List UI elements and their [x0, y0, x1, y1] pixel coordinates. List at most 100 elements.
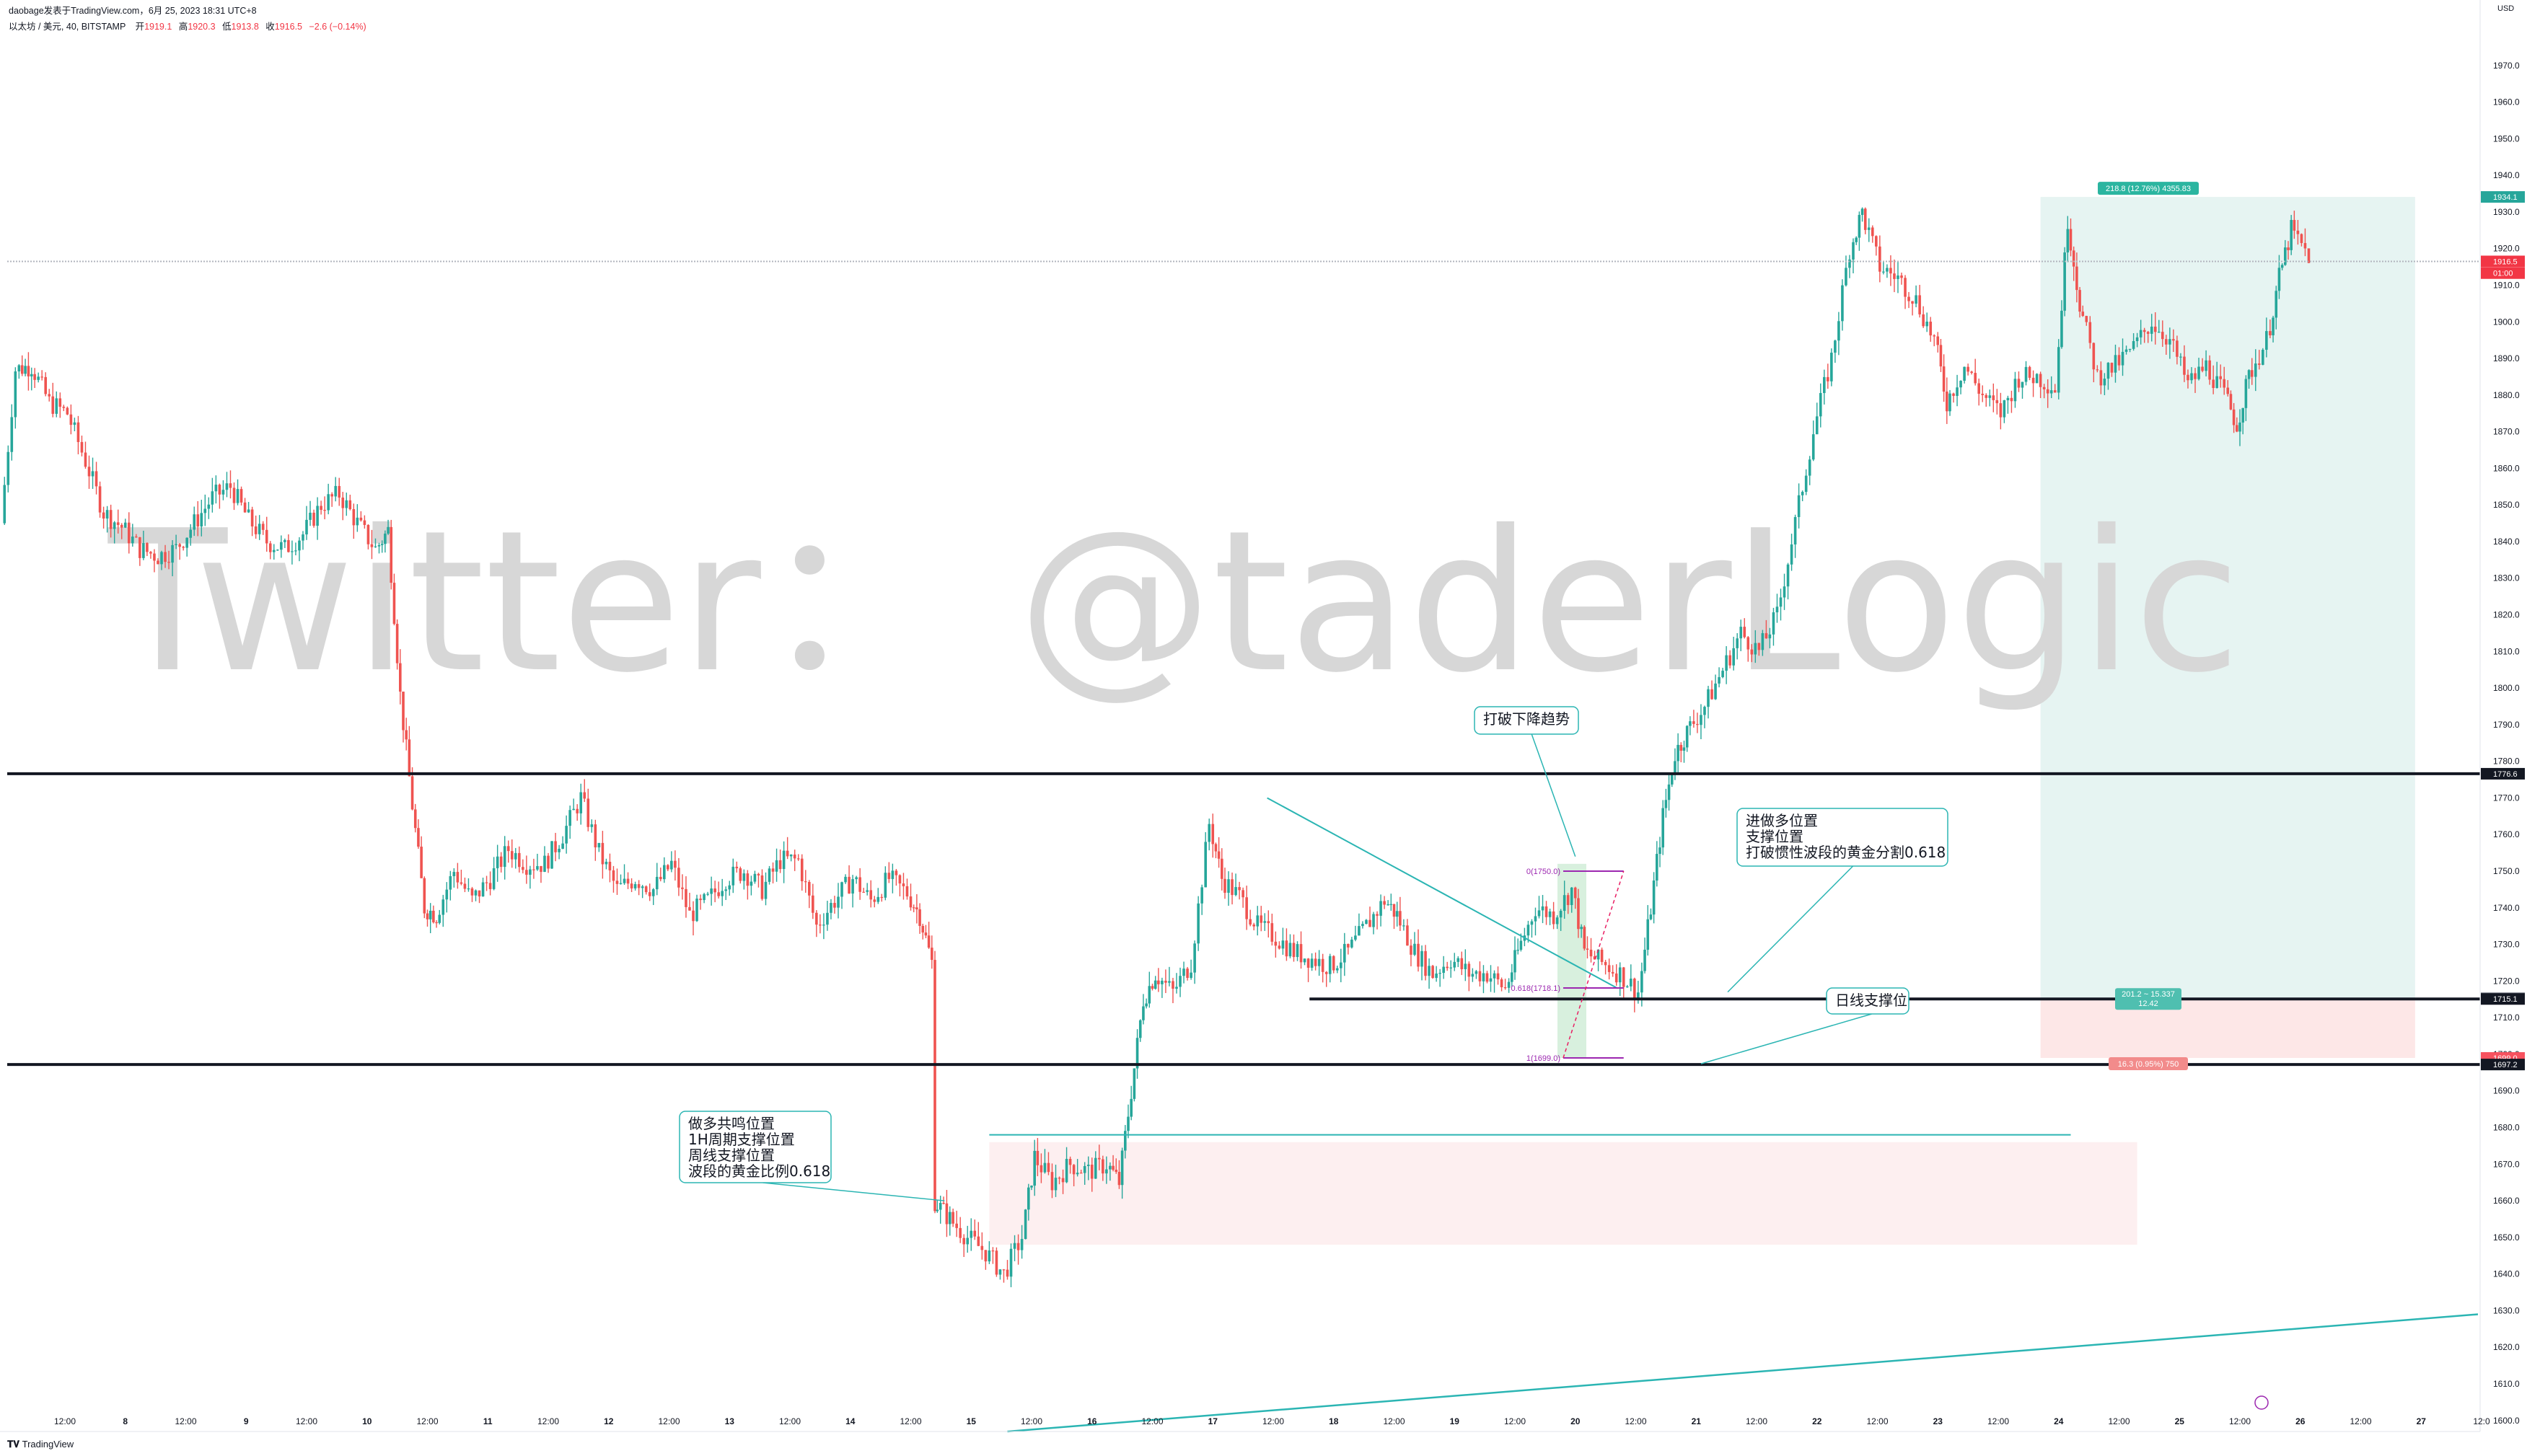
candle-down[interactable] — [2010, 397, 2013, 402]
candle-down[interactable] — [1221, 858, 1223, 879]
candle-down[interactable] — [1068, 1158, 1072, 1165]
candle-up[interactable] — [207, 504, 211, 509]
candle-down[interactable] — [1157, 980, 1160, 984]
candle-up[interactable] — [503, 846, 506, 868]
candle-up[interactable] — [1438, 973, 1441, 974]
candle-down[interactable] — [667, 865, 669, 870]
candle-up[interactable] — [305, 519, 308, 535]
candle-up[interactable] — [1043, 1162, 1047, 1173]
candle-up[interactable] — [866, 890, 869, 892]
candle-up[interactable] — [837, 896, 840, 908]
candle-down[interactable] — [1102, 1159, 1104, 1174]
candle-up[interactable] — [1793, 517, 1797, 544]
candle-up[interactable] — [891, 870, 895, 879]
candle-down[interactable] — [1981, 393, 1985, 395]
candle-down[interactable] — [1970, 371, 1973, 374]
candle-up[interactable] — [1453, 961, 1456, 968]
candle-up[interactable] — [247, 509, 250, 513]
candle-up[interactable] — [830, 903, 832, 913]
candle-down[interactable] — [2031, 377, 2035, 384]
candle-down[interactable] — [735, 866, 739, 869]
candle-up[interactable] — [1768, 634, 1772, 639]
candle-up[interactable] — [514, 852, 517, 860]
candle-up[interactable] — [1670, 775, 1674, 785]
candle-up[interactable] — [1860, 208, 1864, 216]
candle-down[interactable] — [1098, 1157, 1101, 1160]
candle-down[interactable] — [952, 1212, 954, 1224]
candle-up[interactable] — [1707, 689, 1710, 707]
price-axis[interactable] — [2480, 0, 2527, 1456]
candle-down[interactable] — [692, 910, 695, 922]
candle-down[interactable] — [887, 873, 891, 879]
candle-up[interactable] — [2215, 376, 2218, 389]
candle-up[interactable] — [1819, 393, 1822, 417]
candle-up[interactable] — [1537, 910, 1541, 917]
candle-up[interactable] — [1358, 926, 1361, 936]
candles-layer[interactable] — [3, 207, 2311, 1287]
candle-down[interactable] — [405, 730, 408, 740]
candle-up[interactable] — [441, 899, 445, 915]
candle-down[interactable] — [1467, 963, 1471, 977]
candle-down[interactable] — [2165, 339, 2168, 345]
candle-down[interactable] — [778, 860, 782, 870]
candle-up[interactable] — [1511, 972, 1513, 982]
candle-up[interactable] — [775, 860, 778, 872]
candle-up[interactable] — [2265, 331, 2268, 350]
candle-up[interactable] — [1335, 968, 1339, 971]
candle-up[interactable] — [724, 889, 728, 891]
candle-up[interactable] — [1658, 847, 1661, 855]
candle-up[interactable] — [1886, 268, 1889, 272]
candle-up[interactable] — [387, 526, 390, 534]
candle-up[interactable] — [1858, 215, 1861, 238]
candle-down[interactable] — [2099, 370, 2103, 386]
candle-down[interactable] — [808, 881, 811, 896]
candle-up[interactable] — [1852, 242, 1855, 260]
candle-down[interactable] — [2287, 247, 2290, 250]
candle-up[interactable] — [2121, 351, 2124, 366]
candle-down[interactable] — [359, 517, 363, 521]
candle-up[interactable] — [1718, 676, 1720, 684]
candle-down[interactable] — [869, 890, 873, 900]
candle-down[interactable] — [1040, 1165, 1043, 1173]
candle-up[interactable] — [1721, 671, 1724, 677]
candle-up[interactable] — [1801, 492, 1804, 495]
candle-down[interactable] — [1889, 268, 1892, 274]
candle-down[interactable] — [1679, 744, 1683, 751]
candle-up[interactable] — [1413, 943, 1416, 955]
candle-up[interactable] — [1596, 949, 1600, 960]
candle-up[interactable] — [1379, 901, 1382, 916]
candle-up[interactable] — [663, 865, 666, 880]
candle-down[interactable] — [1324, 971, 1328, 974]
candle-up[interactable] — [1559, 911, 1563, 918]
candle-down[interactable] — [408, 739, 411, 777]
candle-down[interactable] — [2258, 363, 2261, 365]
candle-up[interactable] — [670, 860, 673, 870]
candle-down[interactable] — [2110, 363, 2114, 373]
candle-up[interactable] — [1988, 395, 1992, 398]
candle-up[interactable] — [703, 894, 706, 901]
candle-up[interactable] — [1963, 366, 1966, 381]
candle-up[interactable] — [481, 882, 485, 897]
candle-down[interactable] — [2143, 330, 2146, 332]
candle-down[interactable] — [1223, 878, 1226, 894]
candle-up[interactable] — [280, 542, 283, 550]
candle-up[interactable] — [2057, 347, 2060, 393]
candle-up[interactable] — [1013, 1243, 1016, 1249]
candle-up[interactable] — [2128, 348, 2132, 350]
candle-up[interactable] — [1190, 972, 1192, 979]
candle-up[interactable] — [1815, 416, 1819, 435]
candle-up[interactable] — [1208, 824, 1211, 842]
candle-down[interactable] — [921, 925, 925, 933]
candle-down[interactable] — [2053, 390, 2057, 393]
candle-up[interactable] — [840, 882, 843, 897]
candle-down[interactable] — [1347, 943, 1350, 948]
candle-up[interactable] — [2049, 390, 2053, 394]
candle-down[interactable] — [312, 512, 315, 526]
candle-down[interactable] — [1274, 941, 1278, 946]
candle-up[interactable] — [334, 485, 337, 497]
candle-down[interactable] — [1016, 1243, 1020, 1250]
candle-up[interactable] — [467, 888, 470, 890]
candle-up[interactable] — [1127, 1116, 1130, 1131]
